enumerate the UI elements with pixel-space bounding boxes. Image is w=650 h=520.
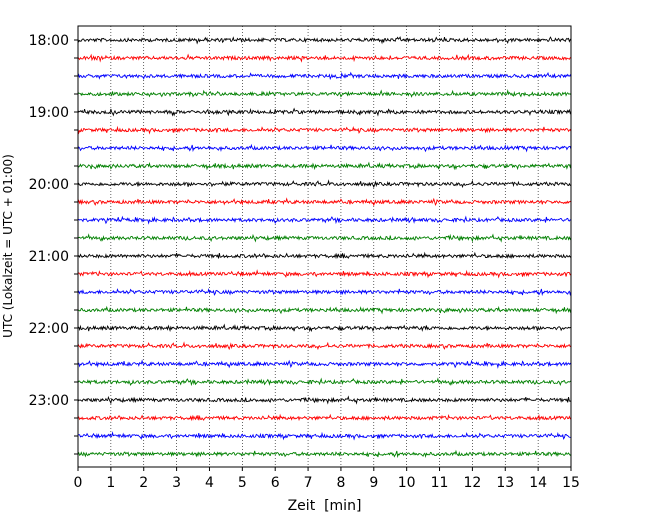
trace-1800 [77,36,572,45]
x-tick-label: 11 [431,475,449,491]
plot-frame [77,25,572,468]
trace-2330 [77,431,572,441]
trace-2130 [77,288,572,297]
trace-2315 [77,413,572,422]
trace-2215 [77,341,572,351]
y-axis-ticks: 18:00 19:00 20:00 21:00 22:00 23:00 [29,33,78,455]
trace-1945 [77,161,572,171]
x-tick-label: 10 [398,475,416,491]
trace-2230 [77,359,572,369]
y-tick-label: 20:00 [29,177,69,193]
trace-2300 [77,395,572,405]
x-tick-label: 15 [562,475,580,491]
x-tick-label: 6 [271,475,280,491]
x-tick-label: 9 [369,475,378,491]
x-axis-title: Zeit [min] [288,498,362,514]
x-tick-label: 1 [106,475,115,491]
x-tick-label: 0 [74,475,83,491]
x-tick-label: 3 [172,475,181,491]
trace-2045 [77,233,572,243]
trace-2030 [77,215,572,225]
x-axis-ticks: 0 1 2 3 4 5 6 7 8 9 10 11 12 13 14 15 [74,467,580,491]
trace-2115 [77,269,572,279]
y-tick-label: 18:00 [29,33,69,49]
x-tick-label: 12 [463,475,481,491]
x-tick-label: 2 [139,475,148,491]
x-tick-label: 8 [336,475,345,491]
trace-1845 [77,89,572,98]
trace-1815 [77,53,572,63]
y-tick-label: 22:00 [29,321,69,337]
trace-2100 [77,251,572,260]
trace-2345 [77,449,572,459]
x-tick-label: 14 [529,475,547,491]
trace-2145 [77,305,572,315]
trace-1930 [77,143,572,153]
trace-1830 [77,71,572,81]
trace-2200 [77,323,572,333]
x-tick-label: 4 [205,475,214,491]
trace-2245 [77,377,572,387]
y-tick-label: 19:00 [29,105,69,121]
trace-1900 [77,107,572,117]
seismic-traces [77,36,572,459]
x-tick-label: 13 [496,475,514,491]
y-tick-label: 23:00 [29,393,69,409]
x-tick-label: 7 [304,475,313,491]
trace-2015 [77,197,572,207]
y-tick-label: 21:00 [29,249,69,265]
x-tick-label: 5 [238,475,247,491]
trace-1915 [77,125,572,135]
y-axis-title: UTC (Lokalzeit = UTC + 01:00) [1,154,15,338]
trace-2000 [77,179,572,189]
